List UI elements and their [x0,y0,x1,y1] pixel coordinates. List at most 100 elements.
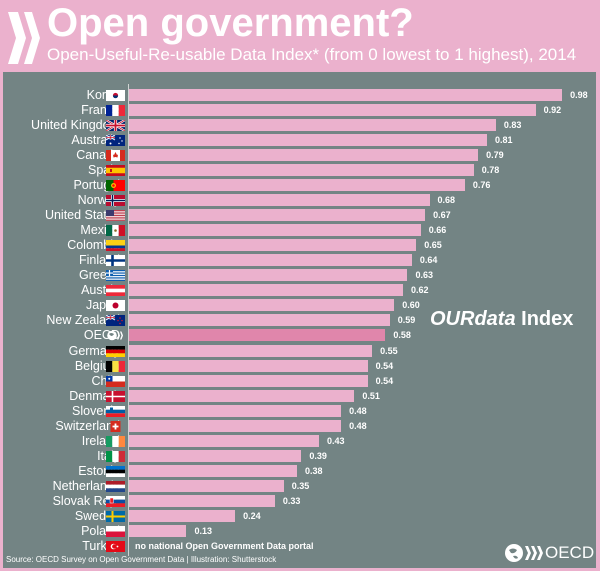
slovakia-flag-icon [106,495,125,507]
netherlands-flag-icon [106,480,125,492]
bar [129,179,465,192]
germany-flag-icon [106,345,125,357]
value-label: 0.65 [424,240,442,251]
bar [129,89,563,101]
value-label: 0.60 [402,300,420,311]
norway-flag-icon [106,195,125,207]
bar-row: Denmark 0.51 [3,389,596,404]
category-label: New Zealand [46,313,120,328]
bar-row: Slovenia 0.48 [3,404,596,419]
mexico-flag-icon [106,225,125,237]
bar [129,104,536,117]
bar-row: United States 0.67 [3,208,596,223]
value-label: 0.51 [362,390,380,401]
finland-flag-icon [106,255,125,267]
bar [129,269,408,282]
bar [129,389,355,402]
canada-flag-icon [106,150,125,162]
source-note: Source: OECD Survey on Open Government D… [6,555,277,564]
value-label: 0.13 [194,525,212,536]
value-label: 0.79 [486,150,504,161]
bar [129,494,275,507]
missing-data-note: no national Open Government Data portal [135,540,314,551]
oecd-chevrons-logo [8,12,40,64]
bar [129,149,479,162]
chart-panel: Korea 0.98 France 0.92 United Kingdom 0.83 Aus… [3,72,596,568]
bar [129,164,474,177]
chart-annotation: OURdata Index [430,308,573,331]
bar [129,224,421,237]
value-label: 0.58 [393,330,411,341]
bar [129,359,368,372]
ireland-flag-icon [106,435,125,447]
chile-flag-icon [106,375,125,387]
value-label: 0.63 [415,270,433,281]
bar-row: Spain 0.78 [3,163,596,178]
austria-flag-icon [106,285,125,297]
denmark-flag-icon [106,390,125,402]
bar-row: Estonia 0.38 [3,464,596,479]
bar-row: New Zealand 0.59 [3,313,596,328]
bar [129,254,412,267]
italy-flag-icon [106,450,125,462]
bar-row: OECD 0.58 [3,328,596,343]
bar-row: Germany 0.55 [3,344,596,359]
value-label: 0.78 [481,165,500,176]
value-label: 0.68 [437,195,456,206]
value-label: 0.62 [411,285,429,296]
bar-row: Ireland 0.43 [3,434,596,449]
bar-row: Norway 0.68 [3,193,596,208]
value-label: 0.55 [380,345,398,356]
bar [129,509,236,522]
value-label: 0.98 [570,90,588,100]
australia-flag-icon [106,135,125,147]
bar-row: Colombia 0.65 [3,238,596,253]
value-label: 0.83 [503,120,522,131]
uk-flag-icon [106,120,125,132]
value-label: 0.39 [309,450,327,461]
poland-flag-icon [106,525,125,537]
value-label: 0.64 [419,255,438,266]
value-label: 0.76 [472,180,491,191]
bar [129,404,342,417]
bar-row: Japan 0.60 [3,298,596,313]
bar [129,194,430,207]
bar [129,329,386,342]
korea-flag-icon [106,90,125,101]
bar-row: Switzerland 0.48 [3,419,596,434]
bar [129,464,297,477]
bar [129,374,368,387]
page-title: Open government? [47,1,414,45]
bar-row: Korea 0.98 [3,88,596,103]
estonia-flag-icon [106,465,125,477]
bar-row: Greece 0.63 [3,268,596,283]
bar-row: Portugal 0.76 [3,178,596,193]
bar-row: Sweden 0.24 [3,509,596,524]
bar-row: Finland 0.64 [3,253,596,268]
france-flag-icon [106,105,125,117]
bar [129,524,187,537]
oecd-brand-logo [505,544,543,562]
usa-flag-icon [106,210,125,222]
turkey-flag-icon [106,540,125,552]
value-label: 0.33 [282,495,301,506]
bar-row: France 0.92 [3,103,596,118]
bar [129,434,320,447]
value-label: 0.66 [428,225,447,236]
bar-row: Netherlands 0.35 [3,479,596,494]
bar-row: Slovak Rep. 0.33 [3,494,596,509]
category-label: United Kingdom [31,118,120,133]
value-label: 0.35 [291,480,310,491]
y-axis-line [128,84,129,556]
value-label: 0.54 [375,375,394,386]
colombia-flag-icon [106,240,125,252]
value-label: 0.24 [243,510,261,521]
category-label: Slovak Rep. [52,493,120,508]
switzerland-flag-icon [110,420,121,432]
bar [129,134,488,147]
bar-row: Italy0.39 [3,449,596,464]
slovenia-flag-icon [106,405,125,417]
japan-flag-icon [106,300,125,312]
bar-row: United Kingdom 0.83 [3,118,596,133]
value-label: 0.67 [433,210,451,221]
